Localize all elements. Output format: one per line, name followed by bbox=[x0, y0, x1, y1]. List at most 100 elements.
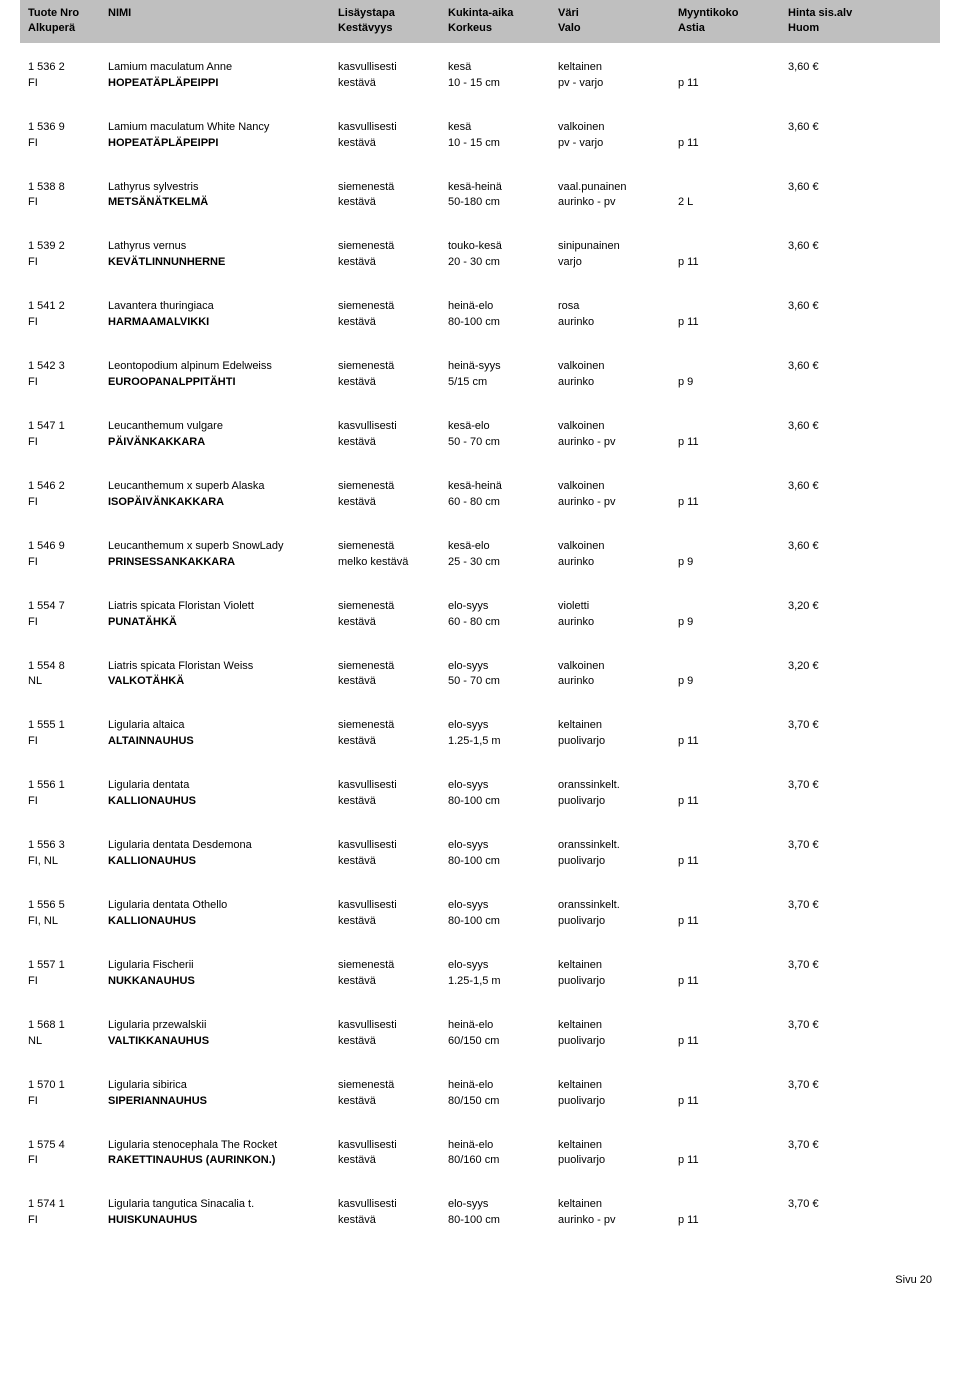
cell-hinta: 3,60 € bbox=[788, 539, 898, 571]
cell-tuote: 1 568 1NL bbox=[28, 1018, 108, 1050]
table-row: 1 570 1FILigularia sibiricaSIPERIANNAUHU… bbox=[20, 1075, 940, 1113]
cell-kukinta: elo-syys50 - 70 cm bbox=[448, 659, 558, 691]
cell-nimi: Ligularia FischeriiNUKKANAUHUS bbox=[108, 958, 338, 990]
kestavyys: kestävä bbox=[338, 854, 448, 870]
cell-vari: valkoinenpv - varjo bbox=[558, 120, 678, 152]
cell-tuote: 1 556 3FI, NL bbox=[28, 838, 108, 870]
nimi-fi: RAKETTINAUHUS (AURINKON.) bbox=[108, 1153, 338, 1169]
astia: p 11 bbox=[678, 1213, 788, 1229]
hinta: 3,60 € bbox=[788, 120, 898, 136]
cell-myyntikoko: p 9 bbox=[678, 539, 788, 571]
cell-vari: oranssinkelt.puolivarjo bbox=[558, 898, 678, 930]
tuote-nro: 1 556 1 bbox=[28, 778, 108, 794]
cell-hinta: 3,70 € bbox=[788, 898, 898, 930]
table-row: 1 539 2FILathyrus vernusKEVÄTLINNUNHERNE… bbox=[20, 236, 940, 274]
tuote-nro: 1 568 1 bbox=[28, 1018, 108, 1034]
nimi-fi: HUISKUNAUHUS bbox=[108, 1213, 338, 1229]
korkeus: 5/15 cm bbox=[448, 375, 558, 391]
cell-vari: valkoinenaurinko - pv bbox=[558, 419, 678, 451]
cell-hinta: 3,70 € bbox=[788, 1138, 898, 1170]
tuote-nro: 1 556 5 bbox=[28, 898, 108, 914]
table-row: 1 546 2FILeucanthemum x superb AlaskaISO… bbox=[20, 476, 940, 514]
lisaystapa: siemenestä bbox=[338, 239, 448, 255]
table-row: 1 554 7FILiatris spicata Floristan Viole… bbox=[20, 596, 940, 634]
cell-tuote: 1 546 9FI bbox=[28, 539, 108, 571]
valo: puolivarjo bbox=[558, 974, 678, 990]
nimi-latin: Leucanthemum vulgare bbox=[108, 419, 338, 435]
astia: p 11 bbox=[678, 794, 788, 810]
cell-myyntikoko: p 11 bbox=[678, 838, 788, 870]
lisaystapa: kasvullisesti bbox=[338, 838, 448, 854]
alkupera: FI bbox=[28, 1153, 108, 1169]
kukinta-aika: kesä-heinä bbox=[448, 180, 558, 196]
cell-tuote: 1 574 1FI bbox=[28, 1197, 108, 1229]
cell-myyntikoko: p 9 bbox=[678, 659, 788, 691]
tuote-nro: 1 574 1 bbox=[28, 1197, 108, 1213]
table-row: 1 536 9FILamium maculatum White NancyHOP… bbox=[20, 117, 940, 155]
cell-nimi: Ligularia przewalskiiVALTIKKANAUHUS bbox=[108, 1018, 338, 1050]
korkeus: 80-100 cm bbox=[448, 914, 558, 930]
nimi-fi: EUROOPANALPPITÄHTI bbox=[108, 375, 338, 391]
cell-kukinta: kesä10 - 15 cm bbox=[448, 60, 558, 92]
nimi-latin: Leontopodium alpinum Edelweiss bbox=[108, 359, 338, 375]
page-number: Sivu 20 bbox=[895, 1274, 932, 1286]
cell-vari: keltainenaurinko - pv bbox=[558, 1197, 678, 1229]
nimi-latin: Ligularia sibirica bbox=[108, 1078, 338, 1094]
lisaystapa: kasvullisesti bbox=[338, 1138, 448, 1154]
cell-vari: keltainenpuolivarjo bbox=[558, 1018, 678, 1050]
alkupera: FI bbox=[28, 375, 108, 391]
kestavyys: kestävä bbox=[338, 195, 448, 211]
valo: aurinko bbox=[558, 555, 678, 571]
vari: valkoinen bbox=[558, 359, 678, 375]
cell-lisaystapa: siemenestäkestävä bbox=[338, 239, 448, 271]
hinta: 3,70 € bbox=[788, 1078, 898, 1094]
alkupera: FI bbox=[28, 974, 108, 990]
kestavyys: kestävä bbox=[338, 1034, 448, 1050]
vari: vaal.punainen bbox=[558, 180, 678, 196]
alkupera: FI bbox=[28, 315, 108, 331]
cell-tuote: 1 554 8NL bbox=[28, 659, 108, 691]
nimi-fi: PRINSESSANKAKKARA bbox=[108, 555, 338, 571]
cell-myyntikoko: p 11 bbox=[678, 778, 788, 810]
vari: violetti bbox=[558, 599, 678, 615]
hinta: 3,60 € bbox=[788, 359, 898, 375]
header-nimi: NIMI bbox=[108, 6, 338, 21]
kestavyys: kestävä bbox=[338, 1213, 448, 1229]
cell-tuote: 1 542 3FI bbox=[28, 359, 108, 391]
kukinta-aika: kesä-heinä bbox=[448, 479, 558, 495]
korkeus: 10 - 15 cm bbox=[448, 136, 558, 152]
nimi-latin: Lamium maculatum Anne bbox=[108, 60, 338, 76]
table-row: 1 556 3FI, NLLigularia dentata Desdemona… bbox=[20, 835, 940, 873]
astia: p 9 bbox=[678, 375, 788, 391]
valo: puolivarjo bbox=[558, 854, 678, 870]
cell-myyntikoko: p 11 bbox=[678, 898, 788, 930]
header-col-tuote: Tuote Nro Alkuperä bbox=[28, 6, 108, 37]
cell-myyntikoko: p 11 bbox=[678, 958, 788, 990]
alkupera: FI, NL bbox=[28, 914, 108, 930]
cell-lisaystapa: kasvullisestikestävä bbox=[338, 60, 448, 92]
astia: p 11 bbox=[678, 495, 788, 511]
cell-tuote: 1 536 9FI bbox=[28, 120, 108, 152]
lisaystapa: kasvullisesti bbox=[338, 419, 448, 435]
header-col-myyntikoko: Myyntikoko Astia bbox=[678, 6, 788, 37]
vari: oranssinkelt. bbox=[558, 838, 678, 854]
cell-vari: oranssinkelt.puolivarjo bbox=[558, 778, 678, 810]
cell-nimi: Ligularia stenocephala The RocketRAKETTI… bbox=[108, 1138, 338, 1170]
hinta: 3,60 € bbox=[788, 60, 898, 76]
cell-kukinta: elo-syys60 - 80 cm bbox=[448, 599, 558, 631]
kukinta-aika: kesä bbox=[448, 60, 558, 76]
korkeus: 80-100 cm bbox=[448, 794, 558, 810]
korkeus: 80/160 cm bbox=[448, 1153, 558, 1169]
korkeus: 50 - 70 cm bbox=[448, 674, 558, 690]
table-body: 1 536 2FILamium maculatum AnneHOPEATÄPLÄ… bbox=[20, 57, 940, 1233]
cell-tuote: 1 575 4FI bbox=[28, 1138, 108, 1170]
tuote-nro: 1 546 9 bbox=[28, 539, 108, 555]
cell-hinta: 3,70 € bbox=[788, 1197, 898, 1229]
cell-nimi: Ligularia tangutica Sinacalia t.HUISKUNA… bbox=[108, 1197, 338, 1229]
cell-nimi: Ligularia altaicaALTAINNAUHUS bbox=[108, 718, 338, 750]
korkeus: 60 - 80 cm bbox=[448, 615, 558, 631]
header-hinta: Hinta sis.alv bbox=[788, 6, 898, 21]
kestavyys: melko kestävä bbox=[338, 555, 448, 571]
lisaystapa: siemenestä bbox=[338, 180, 448, 196]
cell-vari: vaal.punainenaurinko - pv bbox=[558, 180, 678, 212]
